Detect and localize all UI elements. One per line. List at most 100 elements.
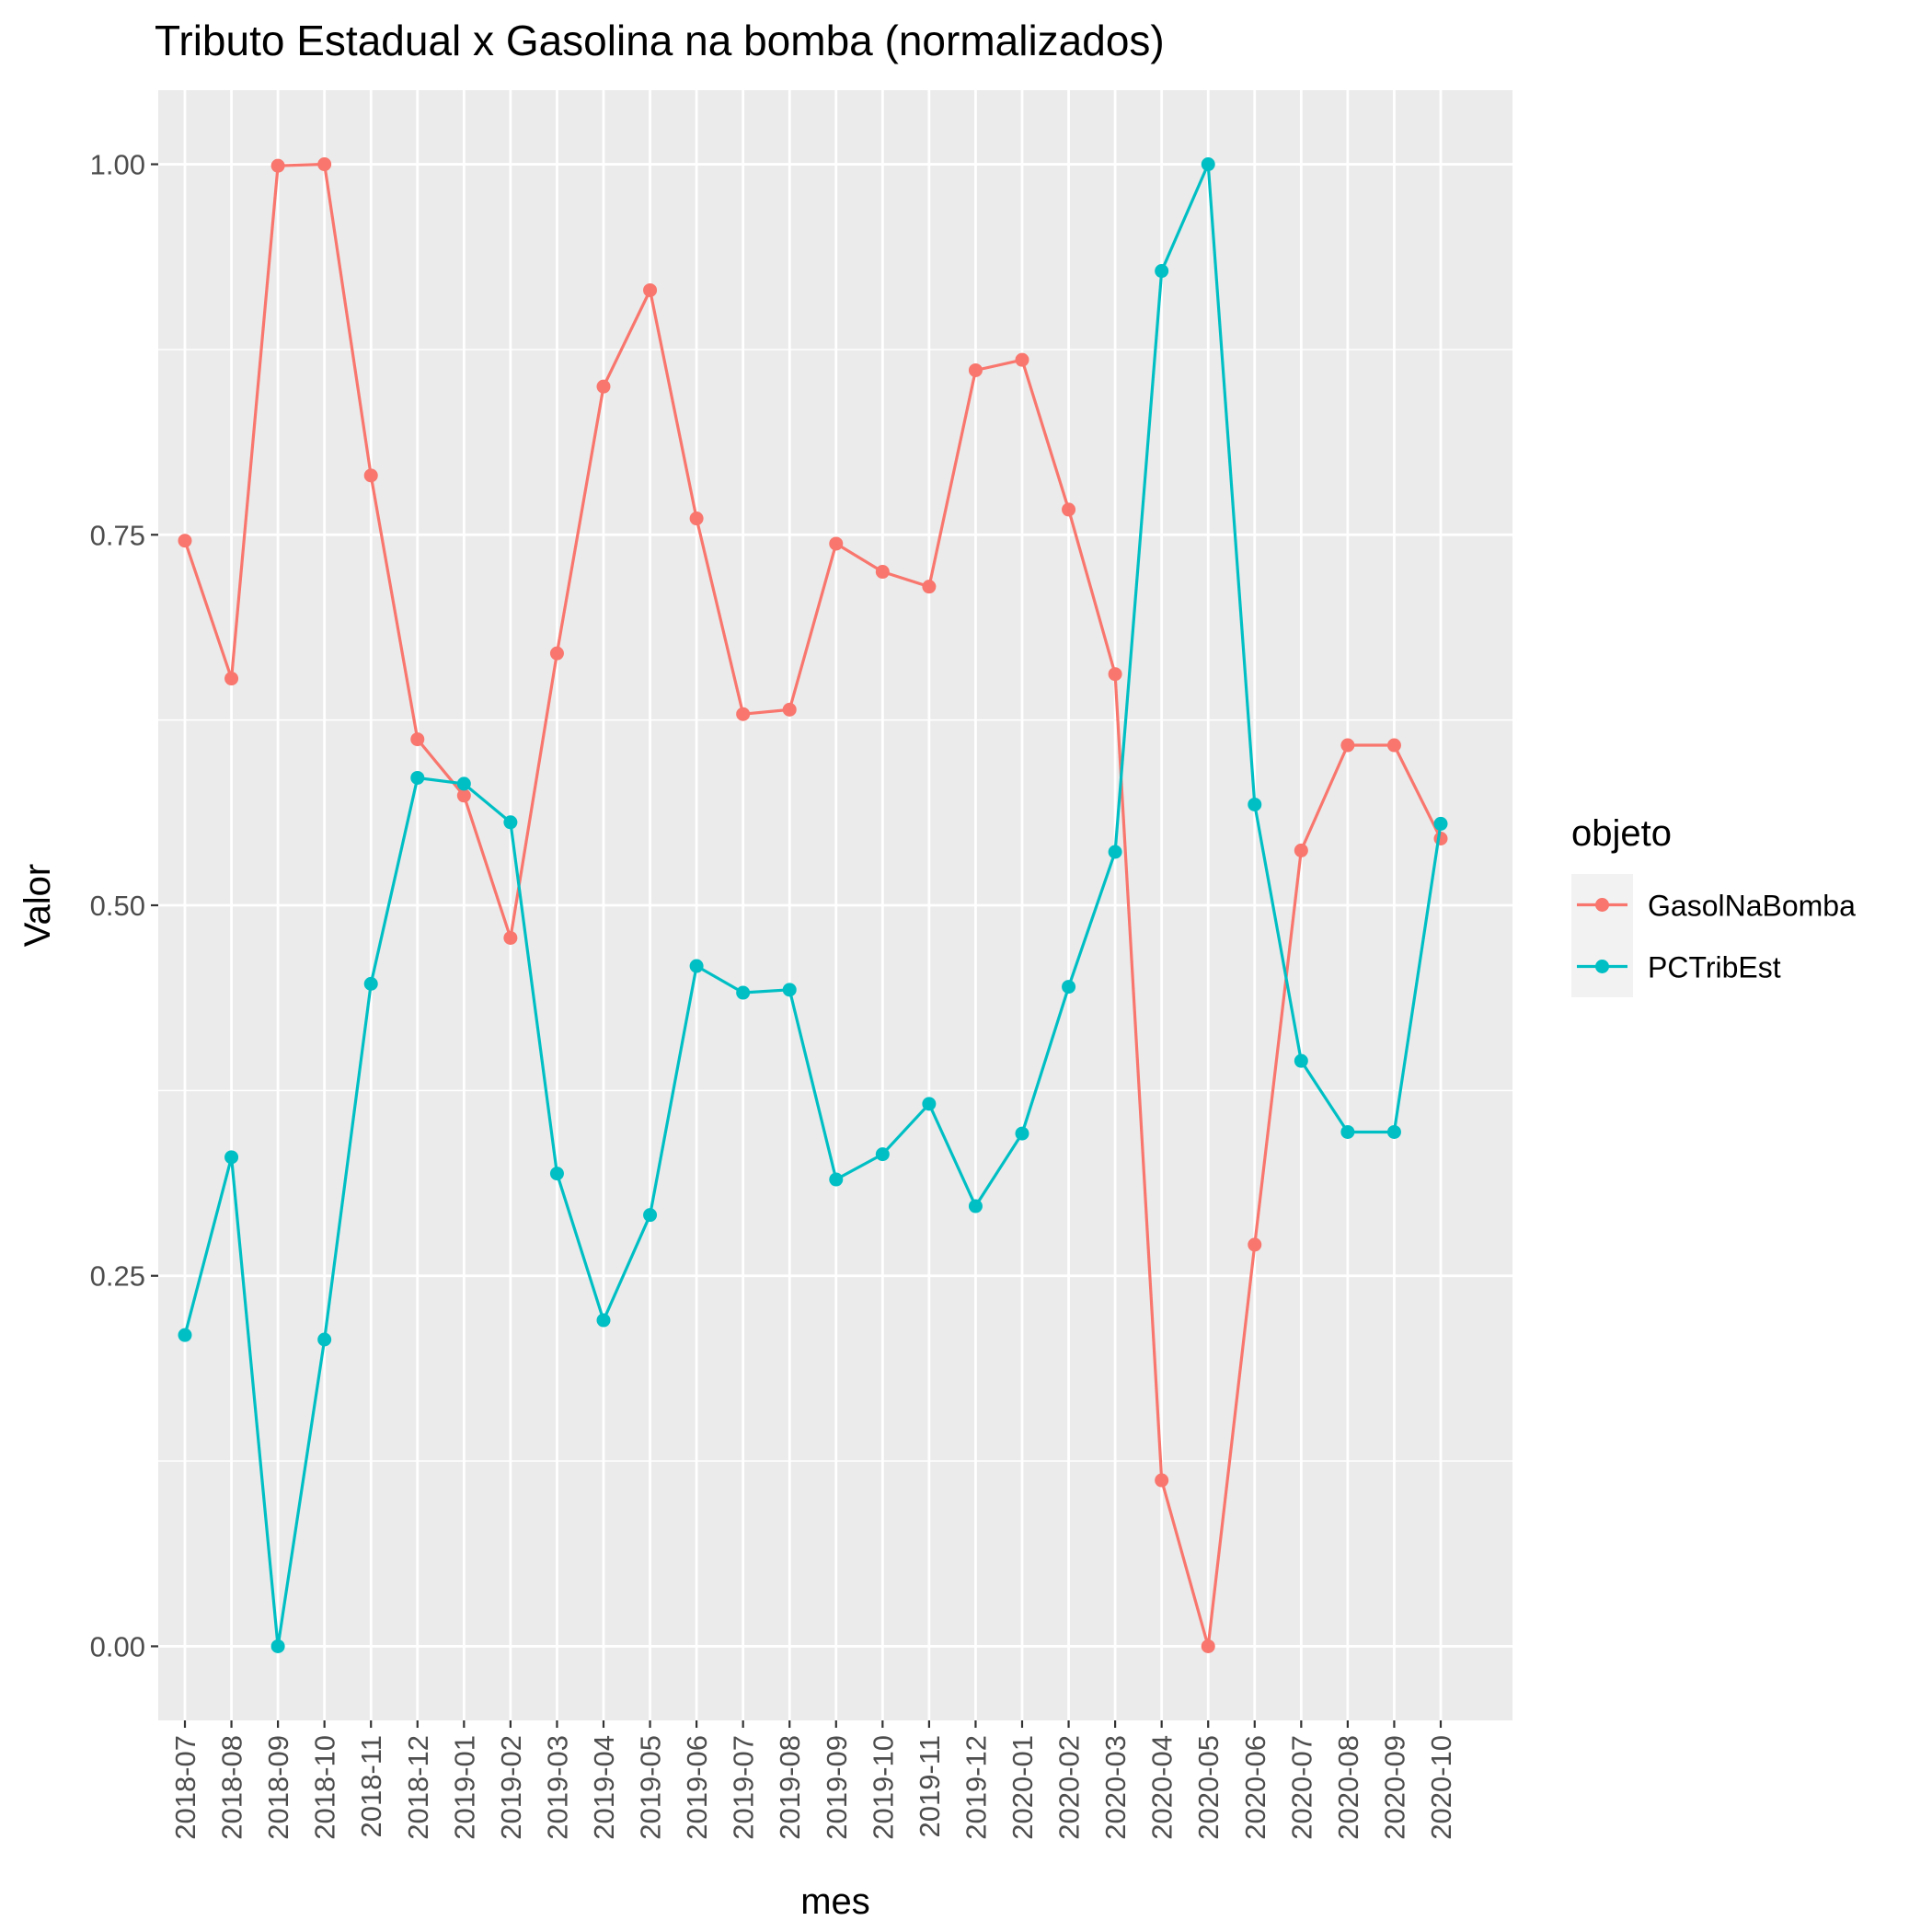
x-tick-label: 2020-10 xyxy=(1425,1735,1457,1840)
data-point-GasolNaBomba xyxy=(736,707,751,721)
data-point-PCTribEst xyxy=(1386,1124,1401,1139)
data-point-GasolNaBomba xyxy=(317,157,332,172)
x-tick-label: 2019-05 xyxy=(635,1735,667,1840)
y-tick-label: 1.00 xyxy=(90,149,145,181)
data-point-PCTribEst xyxy=(456,776,471,791)
legend-key-point xyxy=(1595,898,1609,912)
y-tick-label: 0.00 xyxy=(90,1630,145,1662)
data-point-GasolNaBomba xyxy=(1386,738,1401,753)
y-tick-label: 0.50 xyxy=(90,890,145,922)
data-point-GasolNaBomba xyxy=(1248,1237,1262,1252)
data-point-GasolNaBomba xyxy=(1201,1639,1215,1653)
legend-label: PCTribEst xyxy=(1648,951,1781,984)
data-point-PCTribEst xyxy=(549,1167,564,1181)
data-point-GasolNaBomba xyxy=(224,672,239,686)
data-point-PCTribEst xyxy=(178,1328,192,1342)
data-point-PCTribEst xyxy=(1294,1053,1308,1068)
data-point-PCTribEst xyxy=(410,770,425,785)
x-tick-label: 2020-07 xyxy=(1285,1735,1317,1840)
data-point-GasolNaBomba xyxy=(1062,502,1076,517)
x-tick-label: 2018-07 xyxy=(169,1735,201,1840)
legend: objeto GasolNaBomba PCTribEst xyxy=(1571,813,1856,997)
x-tick-label: 2020-06 xyxy=(1239,1735,1271,1840)
data-point-PCTribEst xyxy=(782,983,797,997)
data-point-PCTribEst xyxy=(596,1313,611,1328)
data-point-GasolNaBomba xyxy=(875,565,890,580)
x-tick-label: 2019-12 xyxy=(960,1735,992,1840)
x-tick-label: 2020-09 xyxy=(1378,1735,1410,1840)
x-tick-label: 2020-03 xyxy=(1099,1735,1132,1840)
data-point-GasolNaBomba xyxy=(456,788,471,803)
series-line-GasolNaBomba xyxy=(183,162,1443,1649)
x-tick-label: 2019-10 xyxy=(867,1735,899,1840)
series-line-PCTribEst xyxy=(183,162,1443,1649)
data-point-PCTribEst xyxy=(317,1332,332,1347)
data-point-GasolNaBomba xyxy=(503,930,518,945)
data-point-GasolNaBomba xyxy=(968,362,983,377)
x-tick-label: 2018-12 xyxy=(402,1735,434,1840)
data-point-GasolNaBomba xyxy=(596,379,611,394)
x-axis-title: mes xyxy=(800,1881,870,1922)
data-point-PCTribEst xyxy=(736,985,751,1000)
data-point-PCTribEst xyxy=(1340,1124,1355,1139)
x-tick-label: 2019-01 xyxy=(448,1735,480,1840)
x-tick-label: 2019-04 xyxy=(588,1735,620,1840)
legend-label: GasolNaBomba xyxy=(1648,890,1856,923)
data-point-GasolNaBomba xyxy=(1015,352,1029,367)
data-point-GasolNaBomba xyxy=(178,534,192,548)
data-point-PCTribEst xyxy=(829,1172,844,1187)
data-point-GasolNaBomba xyxy=(782,702,797,717)
x-tick-label: 2020-02 xyxy=(1053,1735,1086,1840)
data-point-PCTribEst xyxy=(875,1147,890,1162)
data-point-PCTribEst xyxy=(922,1097,937,1111)
data-point-PCTribEst xyxy=(363,976,378,991)
x-tick-label: 2019-02 xyxy=(495,1735,527,1840)
x-tick-label: 2019-09 xyxy=(821,1735,853,1840)
data-point-PCTribEst xyxy=(1433,816,1448,831)
data-point-GasolNaBomba xyxy=(922,580,937,594)
x-tick-label: 2018-10 xyxy=(309,1735,341,1840)
x-tick-label: 2018-09 xyxy=(262,1735,294,1840)
data-point-PCTribEst xyxy=(689,959,704,973)
legend-items: GasolNaBomba PCTribEst xyxy=(1571,874,1856,997)
y-axis-title: Valor xyxy=(17,864,58,947)
data-point-PCTribEst xyxy=(270,1639,285,1653)
data-point-PCTribEst xyxy=(643,1208,658,1223)
data-point-GasolNaBomba xyxy=(689,512,704,526)
legend-title: objeto xyxy=(1571,813,1672,854)
data-point-PCTribEst xyxy=(968,1199,983,1213)
x-axis: 2018-07 2018-08 2018-09 2018-10 2018-11 2018-… xyxy=(169,1720,1457,1840)
x-tick-label: 2020-05 xyxy=(1192,1735,1225,1840)
data-point-GasolNaBomba xyxy=(410,732,425,747)
x-tick-label: 2019-06 xyxy=(681,1735,713,1840)
x-tick-label: 2019-07 xyxy=(728,1735,760,1840)
x-tick-label: 2020-04 xyxy=(1146,1735,1179,1840)
x-tick-label: 2020-01 xyxy=(1006,1735,1039,1840)
data-point-GasolNaBomba xyxy=(1294,843,1308,857)
data-point-PCTribEst xyxy=(1155,264,1169,279)
data-point-PCTribEst xyxy=(1015,1126,1029,1141)
data-point-GasolNaBomba xyxy=(1340,738,1355,753)
y-tick-label: 0.75 xyxy=(90,519,145,551)
x-tick-label: 2018-11 xyxy=(355,1735,387,1837)
x-tick-label: 2020-08 xyxy=(1332,1735,1364,1840)
data-point-PCTribEst xyxy=(503,815,518,830)
data-point-GasolNaBomba xyxy=(643,282,658,297)
data-point-GasolNaBomba xyxy=(1155,1473,1169,1488)
series-layer xyxy=(178,157,1448,1653)
y-tick-label: 0.25 xyxy=(90,1260,145,1293)
x-tick-label: 2019-03 xyxy=(541,1735,573,1840)
data-point-GasolNaBomba xyxy=(270,158,285,173)
data-point-GasolNaBomba xyxy=(829,536,844,551)
legend-key-point xyxy=(1595,960,1609,973)
data-point-GasolNaBomba xyxy=(1433,832,1448,846)
data-point-PCTribEst xyxy=(1248,797,1262,811)
data-point-GasolNaBomba xyxy=(1108,667,1122,682)
data-point-PCTribEst xyxy=(1108,845,1122,859)
x-tick-label: 2019-11 xyxy=(914,1735,946,1837)
data-point-PCTribEst xyxy=(1201,157,1215,172)
data-point-GasolNaBomba xyxy=(549,646,564,661)
x-tick-label: 2018-08 xyxy=(216,1735,248,1840)
x-tick-label: 2019-08 xyxy=(774,1735,806,1840)
